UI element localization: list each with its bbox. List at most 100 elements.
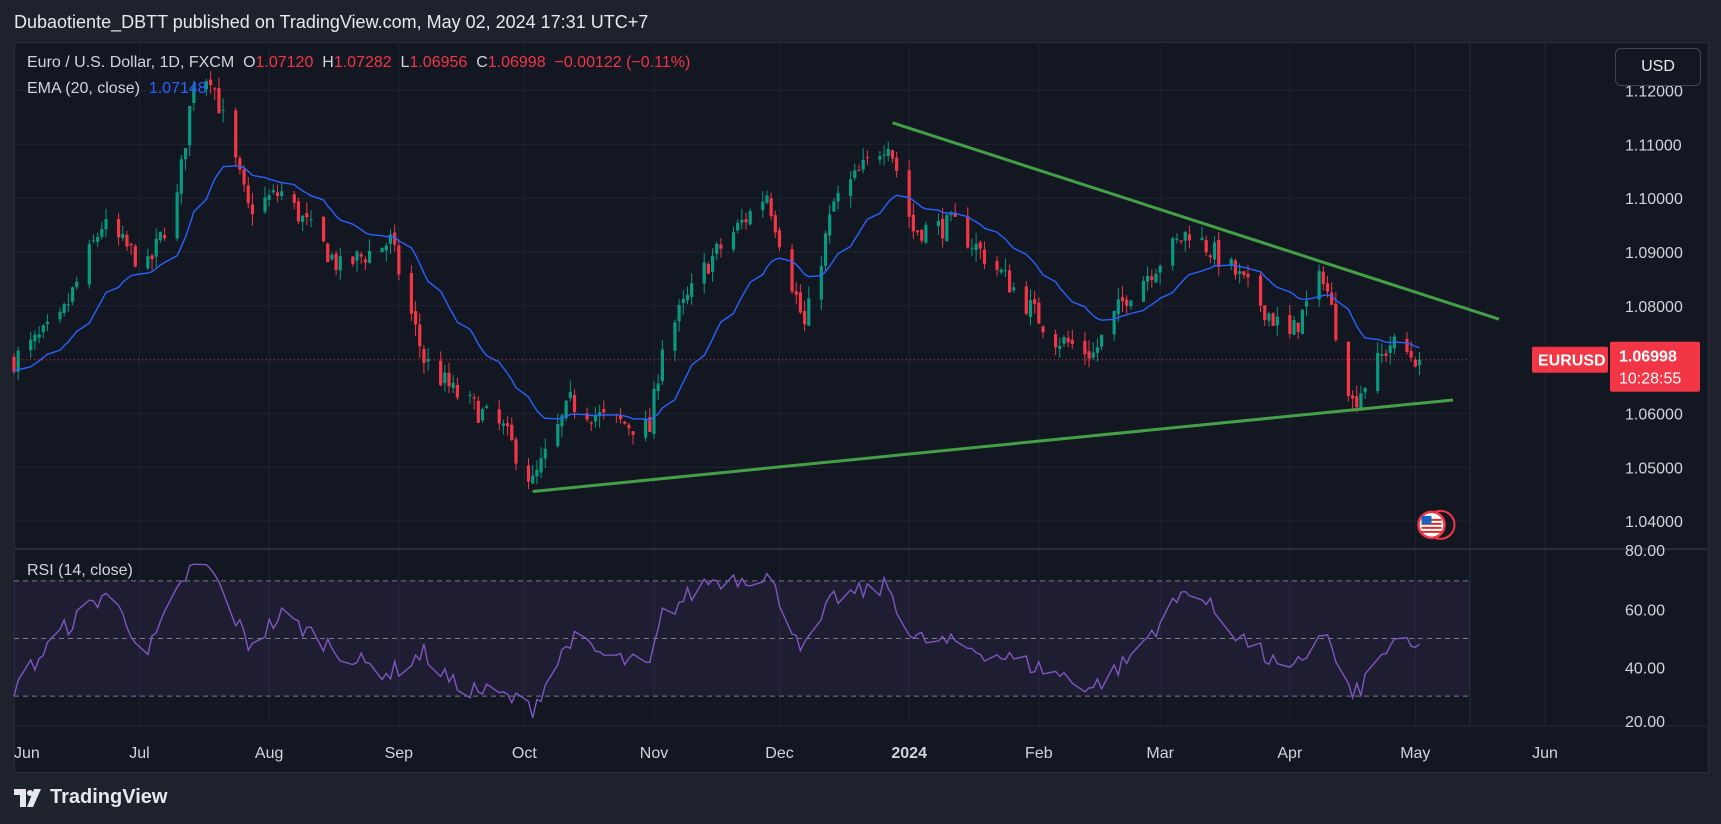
candle-body	[1141, 280, 1146, 302]
candle-body	[250, 204, 255, 215]
candle-body	[1417, 359, 1422, 366]
candle-body	[338, 256, 342, 271]
close-label: C	[476, 54, 488, 71]
rsi-label[interactable]: RSI (14, close)	[27, 562, 133, 579]
chart-frame[interactable]	[14, 42, 1709, 773]
candle-body	[1083, 340, 1087, 355]
ema-value: 1.07148	[148, 80, 207, 97]
candle-body	[773, 215, 777, 233]
candle-body	[681, 298, 685, 304]
candle-body	[748, 210, 752, 225]
price-tick-label: 1.05000	[1625, 460, 1683, 477]
candle-body	[58, 311, 62, 320]
low-value: 1.06956	[409, 54, 468, 71]
candle-body	[472, 397, 476, 399]
candle-body	[1154, 273, 1158, 283]
candle-body	[1263, 305, 1267, 321]
candle-body	[162, 234, 167, 239]
candle-body	[995, 260, 999, 270]
candle-body	[497, 409, 501, 424]
time-tick-label: 2024	[891, 745, 927, 762]
rsi-tick-label: 40.00	[1625, 660, 1665, 677]
candle-body	[1129, 300, 1133, 307]
candle-body	[706, 264, 710, 274]
candle-body	[978, 242, 982, 249]
candle-body	[623, 421, 627, 424]
candle-body	[326, 243, 330, 263]
candle-body	[455, 384, 460, 398]
candle-body	[1350, 395, 1355, 399]
price-tag	[1610, 341, 1700, 392]
candle-body	[953, 212, 957, 217]
candle-body	[1058, 346, 1062, 349]
tradingview-logo[interactable]: TradingView	[14, 786, 167, 809]
candle-body	[1179, 240, 1183, 242]
candle-body	[1258, 275, 1263, 306]
candle-body	[598, 411, 602, 417]
candle-body	[506, 423, 510, 427]
candle-body	[1120, 297, 1125, 302]
candle-body	[744, 219, 748, 223]
candle-body	[1363, 387, 1367, 393]
candle-body	[188, 105, 192, 146]
candle-body	[895, 157, 899, 172]
low-label: L	[400, 54, 410, 71]
candle-body	[1292, 320, 1296, 335]
candle-body	[673, 322, 677, 351]
candle-body	[334, 253, 338, 270]
rsi-band	[14, 580, 1470, 697]
candle-body	[1304, 301, 1309, 307]
candle-body	[652, 388, 656, 434]
candle-body	[179, 159, 183, 194]
candle-body	[1007, 270, 1012, 293]
time-tick-label: Dec	[765, 745, 793, 762]
ema-line	[13, 165, 1420, 421]
candle-body	[1380, 354, 1384, 356]
candle-body	[819, 266, 823, 300]
candle-body	[1409, 351, 1413, 358]
candle-body	[1296, 322, 1300, 333]
candle-body	[556, 424, 560, 447]
candle-body	[823, 233, 828, 266]
rsi-legend[interactable]: RSI (14, close)	[27, 562, 133, 580]
candle-body	[945, 215, 949, 242]
candle-body	[271, 190, 275, 193]
time-tick-label: Feb	[1025, 745, 1053, 762]
candles-group	[12, 71, 1422, 490]
candle-body	[769, 198, 773, 217]
candle-body	[1242, 271, 1246, 275]
candle-body	[351, 256, 355, 264]
candle-body	[1413, 359, 1417, 367]
ema-label[interactable]: EMA (20, close)	[27, 80, 140, 97]
candle-body	[280, 191, 284, 196]
candle-body	[12, 356, 16, 372]
time-tick-label: Jun	[1532, 745, 1558, 762]
candle-body	[936, 220, 941, 227]
symbol-tag	[1532, 346, 1608, 373]
publisher-header: Dubaotiente_DBTT published on TradingVie…	[14, 12, 649, 32]
candle-body	[861, 159, 865, 170]
currency-button[interactable]: USD	[1615, 48, 1701, 86]
candle-body	[1388, 345, 1392, 353]
price-tick-label: 1.06000	[1625, 406, 1683, 423]
candle-body	[731, 232, 736, 250]
candle-body	[480, 409, 485, 421]
candle-body	[644, 419, 648, 438]
candle-body	[514, 439, 518, 464]
candle-body	[309, 219, 313, 221]
candle-body	[100, 229, 104, 237]
close-value: 1.06998	[487, 54, 546, 71]
symbol-title[interactable]: Euro / U.S. Dollar, 1D, FXCM	[27, 54, 235, 71]
price-tick-label: 1.08000	[1625, 299, 1683, 316]
ohlc-legend: Euro / U.S. Dollar, 1D, FXCM O1.07120 H1…	[27, 54, 690, 72]
candle-body	[1321, 271, 1325, 284]
candle-body	[1150, 276, 1154, 281]
candle-body	[857, 169, 861, 171]
candle-body	[828, 214, 832, 236]
candle-body	[886, 148, 890, 157]
time-tick-label: Apr	[1277, 745, 1303, 762]
candle-body	[1330, 292, 1334, 305]
candle-body	[1041, 326, 1045, 333]
candle-body	[807, 298, 811, 326]
